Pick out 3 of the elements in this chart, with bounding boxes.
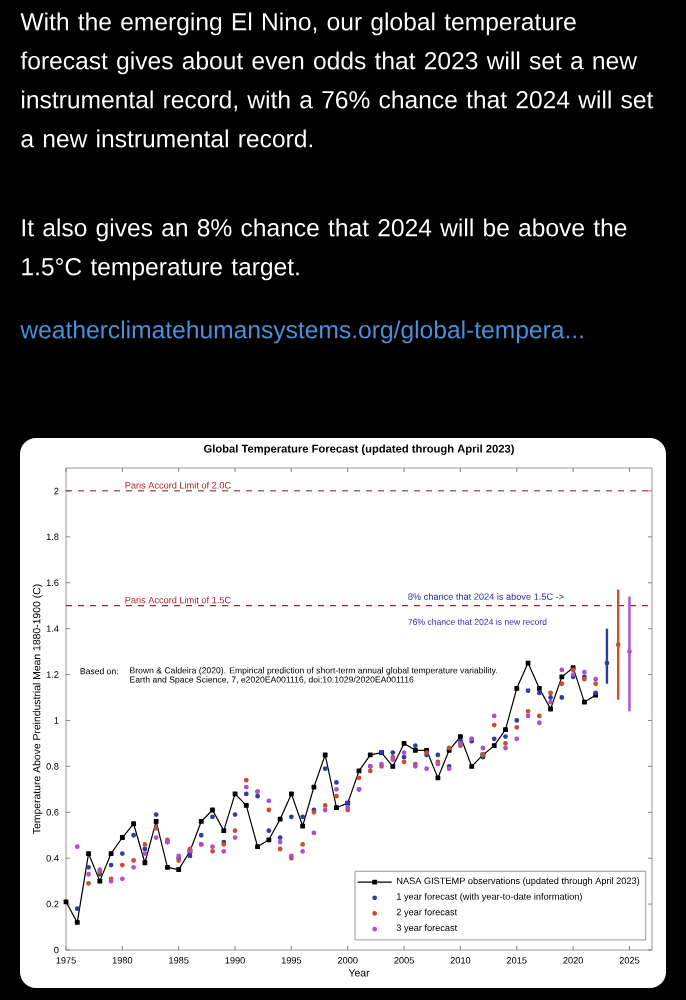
text: weatherclimatehumansystems.org/global-tempera... bbox=[20, 320, 583, 344]
text: It also gives an 8% chance that 2024 will be above the 1.5°C temperature target. bbox=[22, 218, 627, 281]
text: With the emerging El Nino, our global temperature forecast gives about even odds that 2023 will set a new instrumental record, with a 76% chance that 2024 will set a new instrumental record. bbox=[20, 12, 654, 148]
